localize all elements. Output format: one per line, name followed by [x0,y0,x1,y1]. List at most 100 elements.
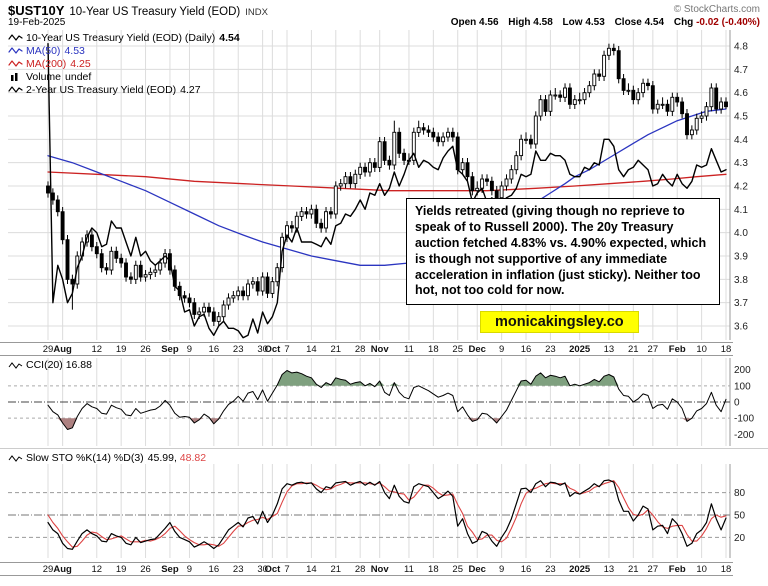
copyright-label: © StockCharts.com [673,4,760,15]
legend-label: MA(200) [26,57,67,70]
x-axis-label: 27 [647,564,659,575]
chart-date: 19-Feb-2025 [8,17,66,28]
svg-text:3.6: 3.6 [734,322,748,333]
x-axis-label: 11 [404,344,414,355]
sto-legend: Slow STO %K(14) %D(3) 45.99, 48.82 [8,452,206,464]
quote-chg-value: -0.02 (-0.40%) [696,17,760,28]
x-axis-label: 18 [428,344,439,355]
sto-d-line [47,480,727,548]
x-axis-label: 21 [330,564,342,575]
ma200-line [47,171,727,192]
svg-text:-100: -100 [734,414,754,425]
series-line-icon [8,34,23,41]
x-axis-label: Dec [468,344,486,355]
x-axis-label: 9 [498,344,505,355]
x-axis-label: 26 [140,564,151,575]
sto-k-line [47,479,727,550]
quote-close-value: 4.54 [644,17,665,28]
x-axis-label: 9 [186,344,193,355]
svg-text:0: 0 [734,398,740,409]
x-axis-label: 23 [545,564,556,575]
x-axis-label: 29 [42,564,54,575]
x-axis-label: 16 [520,564,532,575]
legend-value: 4.27 [180,83,201,96]
svg-text:4.6: 4.6 [734,88,748,99]
x-axis-label: Feb [668,564,686,575]
sto-line-icon [8,454,23,462]
sto-separator: , [173,452,177,464]
x-axis-bottom: 29 Aug 12 19 26 Sep 9 16 23 30 Oct 7 14 21 28 Nov 11 18 25… [0,562,733,576]
quote-open-label: Open [450,17,477,28]
x-axis-label: Aug [53,344,72,355]
annotation-box: Yields retreated (giving though no repri… [406,198,720,306]
svg-text:80: 80 [734,488,746,499]
svg-text:-200: -200 [734,430,754,441]
chart-title: 10-Year US Treasury Yield (EOD) [69,6,241,18]
svg-text:100: 100 [734,381,751,392]
x-axis-label: Sep [161,344,179,355]
x-axis-label: 23 [545,344,556,355]
x-axis-label: 27 [647,344,659,355]
legend-label: Volume [26,70,62,83]
cci-panel: 200 100 0 -100 -200 [8,358,754,446]
x-axis-label: 16 [208,564,220,575]
quote-high-label: High [508,17,531,28]
x-axis-label: 9 [498,564,505,575]
quote-low-value: 4.53 [585,17,605,28]
cci-line [47,370,727,430]
x-axis-label: 16 [520,344,532,355]
main-y-axis-labels: 3.6 3.7 3.8 3.9 4.0 4.1 4.2 4.3 4.4 4.5 4.6 4.7 4.8 [734,42,748,333]
legend-item-ust10y: 10-Year US Treasury Yield (EOD) (Daily) 4… [8,31,240,44]
x-axis-label: 2025 [569,344,591,355]
x-axis-label: 2025 [569,564,591,575]
svg-text:4.5: 4.5 [734,112,748,123]
x-axis-label: 30 [257,344,268,355]
x-axis-label: 10 [696,344,707,355]
svg-text:3.7: 3.7 [734,298,748,309]
x-axis-top: 29 Aug 12 19 26 Sep 9 16 23 30 Oct 7 14 21 28 Nov 11 18 25… [0,342,733,356]
svg-text:4.7: 4.7 [734,65,748,76]
x-axis-label: 19 [115,564,127,575]
svg-text:4.0: 4.0 [734,228,748,239]
x-axis-label: Oct [264,344,281,355]
x-axis-label: 18 [720,564,732,575]
legend-value: 4.53 [64,44,85,57]
svg-text:3.9: 3.9 [734,252,748,263]
chart-header: $UST10Y 10-Year US Treasury Yield (EOD) IN… [8,3,760,18]
x-axis-label: 23 [232,564,244,575]
series-line-icon [8,86,23,93]
x-axis-label: Oct [264,564,281,575]
x-axis-label: Aug [53,564,72,575]
x-axis-label: 11 [404,564,414,575]
x-axis-label: 25 [452,564,463,575]
legend-item-ust2y: 2-Year US Treasury Yield (EOD) 4.27 [8,83,240,96]
x-axis-label: 12 [91,344,103,355]
svg-text:4.4: 4.4 [734,135,748,146]
price-chart-panel: 3.6 3.7 3.8 3.9 4.0 4.1 4.2 4.3 4.4 4.5 4.6 4.7 4.8 [8,30,748,340]
chart-subheader: 19-Feb-2025 Open 4.56 High 4.58 Low 4.53… [8,17,760,30]
sto-k-value: 45.99 [147,452,174,464]
legend-item-volume: Volume undef [8,70,240,83]
x-axis-label: 21 [628,564,639,575]
svg-text:4.2: 4.2 [734,182,748,193]
series-line-icon [8,60,23,67]
x-axis-label: 18 [428,564,439,575]
x-axis-label: 13 [603,344,615,355]
cci-y-axis-labels: 200 100 0 -100 -200 [734,365,754,441]
legend-value: undef [65,70,92,83]
quote-high-value: 4.58 [533,17,553,28]
x-axis-label: 10 [696,564,707,575]
legend-value: 4.25 [70,57,91,70]
exchange-label: INDX [245,7,268,18]
x-axis-label: 7 [284,564,290,575]
x-axis-label: 16 [208,344,220,355]
cci-gridlines [8,358,731,446]
legend-value: 4.54 [219,31,240,44]
svg-text:200: 200 [734,365,751,376]
x-axis-label: 19 [115,344,127,355]
x-axis-label: Sep [161,564,179,575]
quote-chg-label: Chg [673,17,694,28]
x-axis-label: 13 [603,564,615,575]
svg-text:4.1: 4.1 [734,205,748,216]
legend-item-ma200: MA(200) 4.25 [8,57,240,70]
